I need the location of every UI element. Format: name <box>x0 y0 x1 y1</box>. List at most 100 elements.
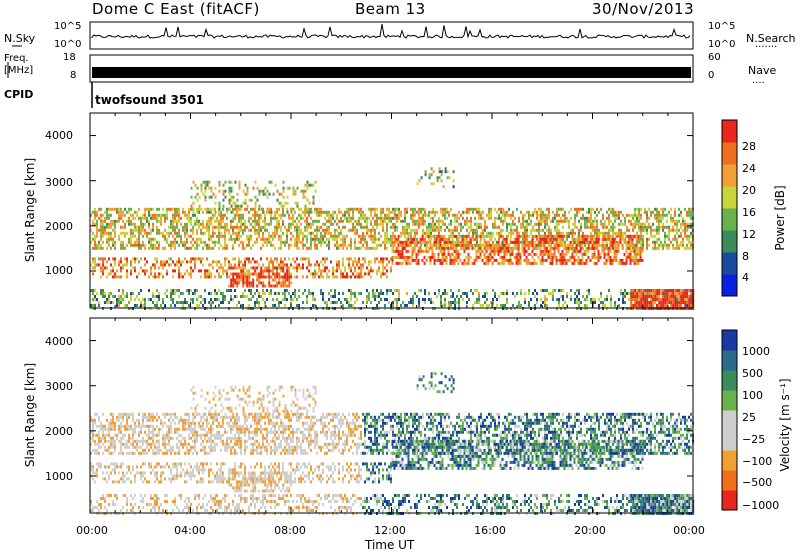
heatmap-cell <box>440 304 442 307</box>
heatmap-cell <box>282 231 284 235</box>
heatmap-cell <box>258 301 260 304</box>
heatmap-cell <box>146 216 148 220</box>
heatmap-cell <box>477 246 480 250</box>
heatmap-cell <box>494 222 496 226</box>
heatmap-cell <box>468 231 470 235</box>
heatmap-cell <box>524 292 526 295</box>
heatmap-cell <box>280 201 283 205</box>
heatmap-cell <box>634 210 636 214</box>
heatmap-cell <box>290 222 292 226</box>
heatmap-cell <box>332 275 334 279</box>
heatmap-cell <box>583 261 586 265</box>
heatmap-cell <box>200 222 202 226</box>
heatmap-cell <box>664 289 667 292</box>
heatmap-cell <box>496 225 498 229</box>
heatmap-cell <box>248 237 250 241</box>
heatmap-cell <box>118 263 120 267</box>
heatmap-cell <box>350 298 352 301</box>
heatmap-cell <box>354 240 356 244</box>
heatmap-cell <box>483 246 486 250</box>
heatmap-cell <box>558 304 560 307</box>
heatmap-cell <box>688 298 691 301</box>
heatmap-cell <box>340 301 342 304</box>
heatmap-cell <box>690 301 693 304</box>
heatmap-cell <box>226 225 228 229</box>
heatmap-cell <box>515 261 518 265</box>
heatmap-cell <box>96 298 98 301</box>
heatmap-cell <box>495 258 498 262</box>
heatmap-cell <box>640 222 642 226</box>
heatmap-cell <box>358 240 360 244</box>
heatmap-cell <box>354 246 356 250</box>
heatmap-cell <box>404 219 406 223</box>
heatmap-cell <box>386 237 388 241</box>
heatmap-cell <box>678 207 680 211</box>
heatmap-cell <box>224 269 226 273</box>
heatmap-cell <box>190 186 193 190</box>
heatmap-cell <box>190 207 192 211</box>
heatmap-cell <box>662 295 665 298</box>
heatmap-cell <box>586 222 588 226</box>
heatmap-cell <box>635 246 638 250</box>
heatmap-cell <box>380 289 382 292</box>
heatmap-cell <box>274 225 276 229</box>
heatmap-cell <box>106 260 108 264</box>
heatmap-cell <box>660 289 663 292</box>
nsky-tick-top: 10^5 <box>54 21 82 32</box>
heatmap-cell <box>142 304 144 307</box>
heatmap-cell <box>621 243 624 247</box>
heatmap-cell <box>602 240 604 244</box>
heatmap-cell <box>620 210 622 214</box>
heatmap-cell <box>475 258 478 262</box>
heatmap-cell <box>218 180 221 184</box>
heatmap-cell <box>598 228 600 232</box>
heatmap-cell <box>642 292 645 295</box>
heatmap-cell <box>92 424 94 428</box>
heatmap-cell <box>652 298 655 301</box>
heatmap-cell <box>656 289 659 292</box>
heatmap-cell <box>118 275 120 279</box>
heatmap-cell <box>429 258 432 262</box>
heatmap-cell <box>515 237 518 241</box>
heatmap-cell <box>158 295 160 298</box>
heatmap-cell <box>142 213 144 217</box>
heatmap-cell <box>212 207 215 211</box>
heatmap-cell <box>222 216 224 220</box>
heatmap-cell <box>504 292 506 295</box>
heatmap-cell <box>94 234 96 238</box>
heatmap-cell <box>504 210 506 214</box>
heatmap-cell <box>593 252 596 256</box>
heatmap-cell <box>567 258 570 262</box>
heatmap-cell <box>688 222 690 226</box>
heatmap-cell <box>222 234 224 238</box>
heatmap-cell <box>676 301 679 304</box>
heatmap-cell <box>254 228 256 232</box>
heatmap-cell <box>684 225 686 229</box>
heatmap-cell <box>172 298 174 301</box>
heatmap-cell <box>210 275 212 279</box>
heatmap-cell <box>430 216 432 220</box>
heatmap-cell <box>388 207 390 211</box>
heatmap-cell <box>602 222 604 226</box>
heatmap-cell <box>656 240 658 244</box>
heatmap-cell <box>392 225 394 229</box>
heatmap-cell <box>102 213 104 217</box>
heatmap-cell <box>510 228 512 232</box>
heatmap-cell <box>248 198 251 202</box>
heatmap-cell <box>150 216 152 220</box>
heatmap-cell <box>567 246 570 250</box>
heatmap-cell <box>362 263 364 267</box>
heatmap-cell <box>621 258 624 262</box>
heatmap-cell <box>466 301 468 304</box>
heatmap-cell <box>392 210 394 214</box>
heatmap-cell <box>466 222 468 226</box>
heatmap-cell <box>342 234 344 238</box>
heatmap-cell <box>579 237 582 241</box>
heatmap-cell <box>686 222 688 226</box>
heatmap-cell <box>559 243 562 247</box>
heatmap-cell <box>256 301 258 304</box>
heatmap-cell <box>364 225 366 229</box>
heatmap-cell <box>690 210 692 214</box>
heatmap-cell <box>110 222 112 226</box>
velocity-ytick-2000: 2000 <box>45 425 73 438</box>
